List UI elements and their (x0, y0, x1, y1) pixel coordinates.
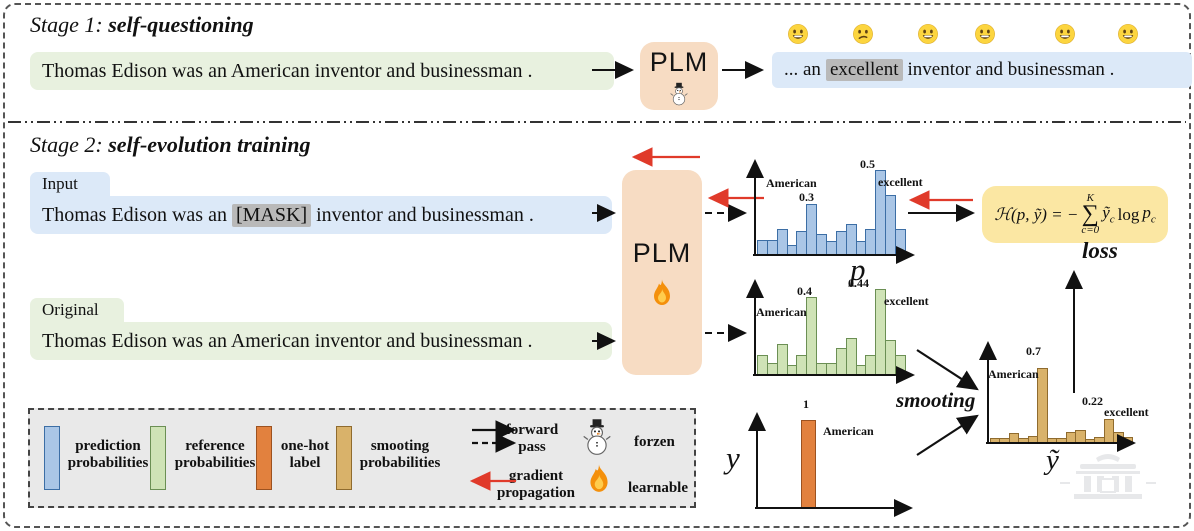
stage1-output-highlight: excellent (825, 59, 903, 81)
emoji-5 (1117, 23, 1139, 50)
smooth-chart-xlabel: ỹ (1046, 444, 1059, 476)
happy-emoji-icon (975, 24, 995, 44)
stage2-title-prefix: Stage 2: (30, 132, 103, 157)
legend-flame-icon (590, 464, 608, 492)
p-chart-05-label: 0.5 (860, 157, 875, 171)
stage1-output-prefix: ... an (784, 59, 821, 80)
input-suffix: inventor and businessman . (316, 203, 534, 226)
p-chart-american-label: American (766, 176, 817, 190)
summation-symbol: K ∑ c=0 (1081, 192, 1100, 236)
smooth-chart-american-label: American (988, 367, 1039, 381)
ref-chart-american-label: American (756, 305, 807, 319)
p-chart-xlabel: p (850, 252, 866, 287)
emoji-0 (787, 23, 809, 50)
loss-label: loss (1082, 238, 1118, 263)
input-tab-label: Input (42, 174, 78, 193)
smoothing-probabilities-chart (990, 349, 1134, 443)
formula-term-y: ỹc (1102, 203, 1115, 226)
stage1-input-sentence: Thomas Edison was an American inventor a… (42, 59, 533, 82)
stage2-original-sentence-box: Thomas Edison was an American inventor a… (30, 322, 612, 360)
confused-emoji-icon (853, 24, 873, 44)
happy-emoji-icon (918, 24, 938, 44)
stage1-title: Stage 1: self-questioning (30, 12, 254, 38)
outer-dashed-frame (3, 3, 1191, 528)
stage1-output-suffix: inventor and businessman . (907, 59, 1115, 80)
stage1-title-bold: self-questioning (108, 12, 254, 37)
stage1-input-sentence-box: Thomas Edison was an American inventor a… (30, 52, 614, 90)
legend-label-gradient: gradient propagation (496, 468, 576, 502)
original-sentence: Thomas Edison was an American inventor a… (42, 329, 533, 352)
legend-box: prediction probabilities reference proba… (28, 408, 696, 508)
legend-swatch-smoothing (336, 426, 352, 490)
ref-chart-04-label: 0.4 (797, 284, 812, 298)
p-chart-03-label: 0.3 (799, 190, 814, 204)
smoothing-label: smooting (896, 388, 976, 412)
happy-emoji-icon (788, 24, 808, 44)
onehot-chart-american-label: American (823, 424, 874, 438)
formula-lhs: ℋ(p, ỹ) = − (994, 204, 1079, 224)
plm-label: PLM (632, 238, 692, 268)
plm-label: PLM (649, 46, 709, 77)
plm-frozen-box: PLM (640, 42, 718, 110)
mask-highlight: [MASK] (231, 203, 312, 227)
stage1-title-prefix: Stage 1: (30, 12, 103, 37)
p-chart-excellent-label: excellent (878, 175, 923, 189)
formula-term-p: pc (1142, 203, 1156, 226)
happy-emoji-icon (1118, 24, 1138, 44)
plm-learnable-box: PLM (622, 170, 702, 375)
stage1-output-sentence-box: ... an excellent inventor and businessma… (772, 52, 1192, 88)
smooth-chart-excellent-label: excellent (1104, 405, 1149, 419)
reference-probabilities-chart (757, 281, 906, 375)
happy-emoji-icon (1055, 24, 1075, 44)
flame-icon (654, 279, 670, 305)
ref-chart-excellent-label: excellent (884, 294, 929, 308)
ref-chart-044-label: 0.44 (848, 276, 869, 290)
emoji-3 (974, 23, 996, 50)
legend-label-forward-pass: forward pass (505, 422, 559, 456)
legend-swatch-reference (150, 426, 166, 490)
stage2-title: Stage 2: self-evolution training (30, 132, 311, 158)
onehot-chart-1-label: 1 (803, 397, 809, 411)
legend-label-smoothing: smooting probabilities (359, 438, 441, 472)
onehot-chart-xlabel: y (726, 440, 740, 475)
loss-formula-box: ℋ(p, ỹ) = − K ∑ c=0 ỹc log pc (982, 186, 1168, 243)
stage2-title-bold: self-evolution training (108, 132, 311, 157)
snowman-icon (670, 82, 688, 105)
stage2-input-sentence-box: Thomas Edison was an [MASK] inventor and… (30, 196, 612, 234)
watermark-building-icon (1060, 454, 1156, 499)
legend-snowman-icon (583, 419, 611, 455)
smooth-chart-022-label: 0.22 (1082, 394, 1103, 408)
legend-label-reference: reference probabilities (174, 438, 256, 472)
legend-swatch-prediction (44, 426, 60, 490)
smooth-chart-07-label: 0.7 (1026, 344, 1041, 358)
legend-label-frozen: forzen (634, 434, 675, 450)
original-tab-label: Original (42, 300, 99, 319)
legend-label-prediction: prediction probabilities (67, 438, 149, 472)
emoji-2 (917, 23, 939, 50)
legend-label-learnable: learnable (628, 480, 688, 496)
input-tab: Input (30, 172, 110, 196)
legend-label-onehot: one-hot label (280, 438, 330, 472)
legend-swatch-onehot (256, 426, 272, 490)
emoji-1 (852, 23, 874, 50)
emoji-4 (1054, 23, 1076, 50)
formula-log: log (1117, 204, 1140, 224)
original-tab: Original (30, 298, 124, 322)
input-prefix: Thomas Edison was an (42, 203, 227, 226)
